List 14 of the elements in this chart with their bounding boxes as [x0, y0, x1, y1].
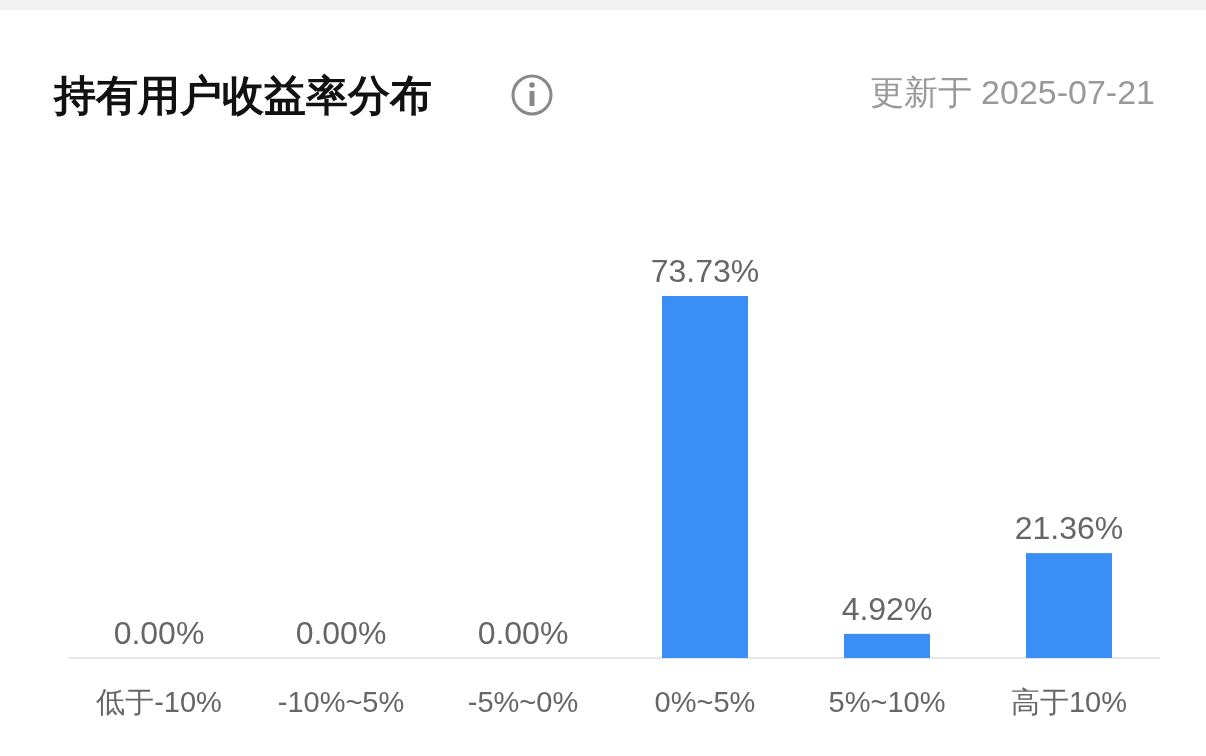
x-tick-label: -10%~5% — [277, 686, 405, 718]
data-label: 73.73% — [650, 253, 760, 289]
x-tick-label: 高于10% — [1010, 686, 1128, 718]
text: 更新于 2025-07-21 — [869, 73, 1155, 111]
data-label: 0.00% — [113, 615, 205, 651]
x-tick-label: 0%~5% — [654, 686, 756, 718]
x-tick-label: 低于-10% — [96, 686, 222, 718]
x-tick-label: -5%~0% — [467, 686, 579, 718]
data-label: 0.00% — [295, 615, 387, 651]
chart-title: 持有用户收益率分布 — [52, 72, 432, 119]
data-label: 21.36% — [1014, 510, 1124, 547]
data-label: 4.92% — [841, 590, 933, 627]
x-tick-label: 5%~10% — [828, 686, 946, 718]
data-label: 0.00% — [477, 615, 569, 651]
